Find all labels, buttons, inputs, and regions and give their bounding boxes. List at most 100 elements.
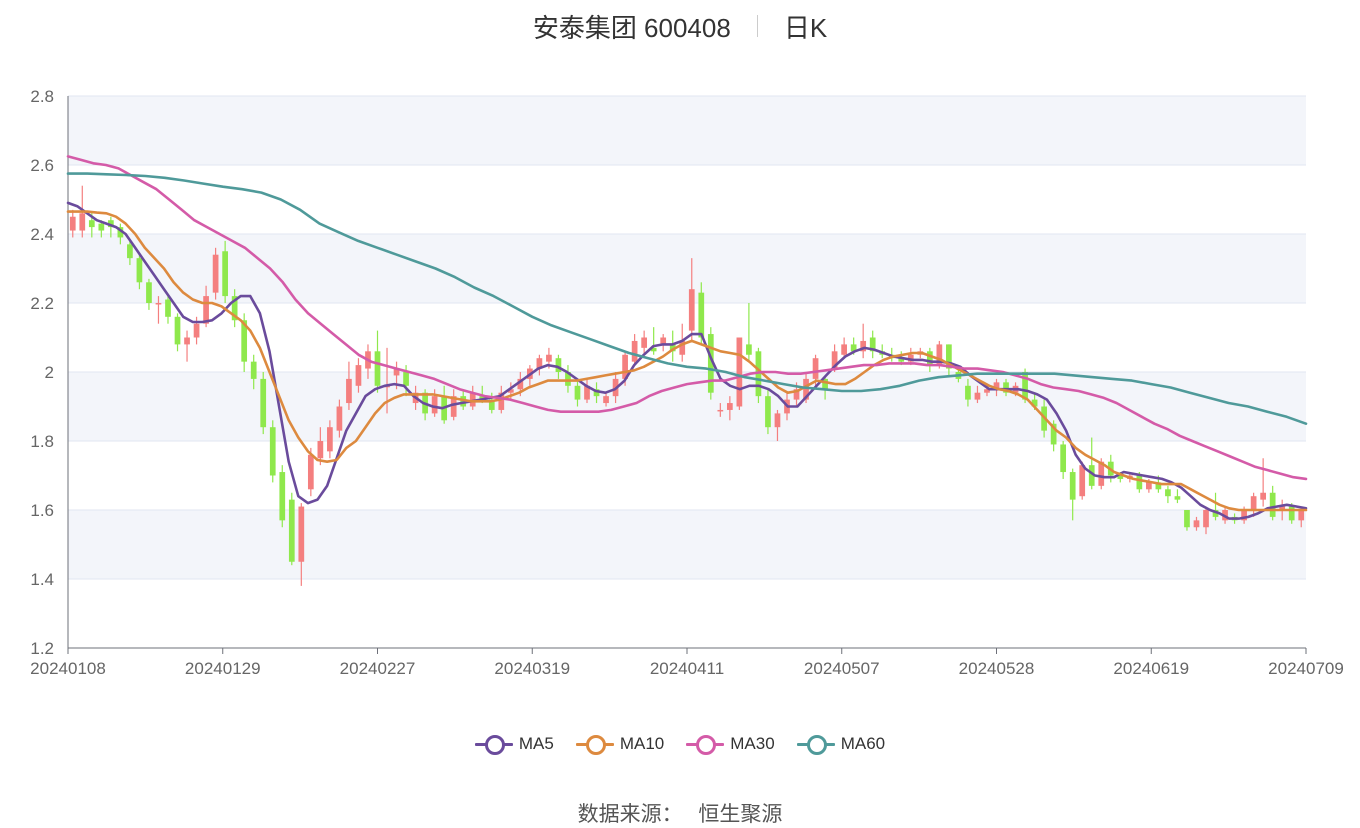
candle-body bbox=[203, 296, 209, 324]
y-tick-label: 2.6 bbox=[30, 156, 54, 175]
x-tick-label: 20240108 bbox=[30, 659, 106, 678]
candle-body bbox=[1022, 372, 1028, 400]
candle-body bbox=[431, 396, 438, 414]
candle-body bbox=[327, 427, 333, 452]
candle-body bbox=[650, 347, 657, 352]
candle-body bbox=[403, 372, 409, 386]
candle-body bbox=[707, 334, 714, 393]
series-line-ma60 bbox=[66, 172, 1308, 425]
grid-band bbox=[68, 510, 1306, 579]
candle-body bbox=[355, 365, 362, 386]
data-source-name: 恒生聚源 bbox=[698, 803, 783, 826]
x-tick-label: 20240619 bbox=[1113, 659, 1189, 678]
candle-body bbox=[1069, 472, 1076, 500]
candle-body bbox=[336, 406, 343, 431]
series-line-ma30 bbox=[66, 155, 1308, 481]
candle-body bbox=[622, 354, 628, 379]
legend-item-ma30[interactable]: MA30 bbox=[686, 734, 775, 755]
candle-body bbox=[946, 344, 952, 369]
legend: MA5 MA10 MA30 MA60 bbox=[0, 734, 1360, 755]
candle-body bbox=[555, 358, 562, 372]
y-tick-label: 2.2 bbox=[30, 294, 54, 313]
candle-body bbox=[1136, 475, 1143, 490]
x-tick-label: 20240411 bbox=[650, 659, 724, 678]
chart-header: 安泰集团 600408 日K bbox=[0, 8, 1360, 44]
candle-body bbox=[288, 499, 295, 562]
candle-body bbox=[584, 385, 590, 400]
candle-body bbox=[679, 340, 686, 355]
candle-body bbox=[1174, 496, 1181, 500]
candle-body bbox=[536, 358, 543, 369]
legend-marker-icon bbox=[474, 734, 513, 755]
candle-body bbox=[298, 506, 305, 562]
candle-body bbox=[1098, 461, 1105, 486]
candle-body bbox=[669, 344, 676, 352]
candle-body bbox=[1288, 506, 1295, 521]
candle-body bbox=[869, 337, 876, 352]
legend-marker-icon bbox=[575, 734, 614, 755]
series-line-ma10 bbox=[66, 210, 1308, 512]
y-tick-label: 1.8 bbox=[30, 432, 54, 451]
x-tick-label: 20240709 bbox=[1268, 659, 1344, 678]
candle-body bbox=[136, 258, 143, 283]
candle-body bbox=[1060, 444, 1067, 473]
candle-body bbox=[450, 396, 457, 417]
candle-body bbox=[307, 454, 314, 490]
candle-body bbox=[146, 282, 152, 303]
candle-body bbox=[460, 396, 467, 407]
candle-body bbox=[984, 389, 990, 393]
candle-body bbox=[117, 227, 124, 238]
x-tick-label: 20240227 bbox=[340, 659, 416, 678]
legend-marker-icon bbox=[796, 734, 835, 755]
candle-body bbox=[736, 337, 743, 407]
chart-title: 安泰集团 600408 bbox=[532, 12, 731, 43]
candle-body bbox=[165, 299, 171, 317]
candle-body bbox=[1279, 506, 1286, 510]
title-separator bbox=[756, 15, 758, 37]
x-tick-label: 20240319 bbox=[494, 659, 570, 678]
candle-body bbox=[898, 358, 905, 362]
x-tick-label: 20240507 bbox=[804, 659, 880, 678]
candle-body bbox=[127, 244, 133, 259]
candle-body bbox=[1117, 475, 1124, 479]
candle-body bbox=[231, 296, 238, 321]
candle-body bbox=[222, 251, 228, 297]
candle-body bbox=[1260, 492, 1267, 500]
candle-body bbox=[507, 389, 514, 393]
candle-body bbox=[1165, 489, 1171, 497]
candle-body bbox=[631, 340, 638, 362]
candle-body bbox=[155, 303, 162, 305]
candle-body bbox=[69, 216, 76, 231]
candle-body bbox=[393, 368, 400, 376]
candle-body bbox=[698, 292, 705, 338]
candle-body bbox=[965, 385, 971, 400]
legend-marker-icon bbox=[686, 734, 725, 755]
legend-label: MA5 bbox=[518, 734, 554, 753]
legend-label: MA10 bbox=[619, 734, 665, 753]
candle-body bbox=[1079, 465, 1086, 497]
candle-body bbox=[346, 378, 352, 404]
candle-body bbox=[812, 358, 819, 379]
candle-body bbox=[269, 427, 276, 476]
candle-body bbox=[250, 361, 257, 379]
candle-body bbox=[212, 254, 219, 293]
candle-body bbox=[850, 344, 857, 352]
candle-body bbox=[565, 372, 571, 386]
x-tick-label: 20240528 bbox=[959, 659, 1035, 678]
legend-item-ma5[interactable]: MA5 bbox=[474, 734, 554, 755]
candle-body bbox=[260, 378, 267, 428]
candle-body bbox=[717, 409, 724, 412]
candle-body bbox=[936, 344, 943, 366]
legend-item-ma10[interactable]: MA10 bbox=[575, 734, 665, 755]
candle-body bbox=[1250, 496, 1257, 510]
candle-body bbox=[469, 392, 476, 407]
candle-body bbox=[1203, 510, 1209, 528]
candle-body bbox=[1193, 520, 1200, 528]
y-tick-label: 2 bbox=[45, 363, 54, 382]
legend-item-ma60[interactable]: MA60 bbox=[796, 734, 885, 755]
y-tick-label: 2.8 bbox=[30, 87, 54, 106]
candle-body bbox=[1146, 482, 1152, 490]
legend-label: MA30 bbox=[730, 734, 775, 753]
grid-band bbox=[68, 234, 1306, 303]
